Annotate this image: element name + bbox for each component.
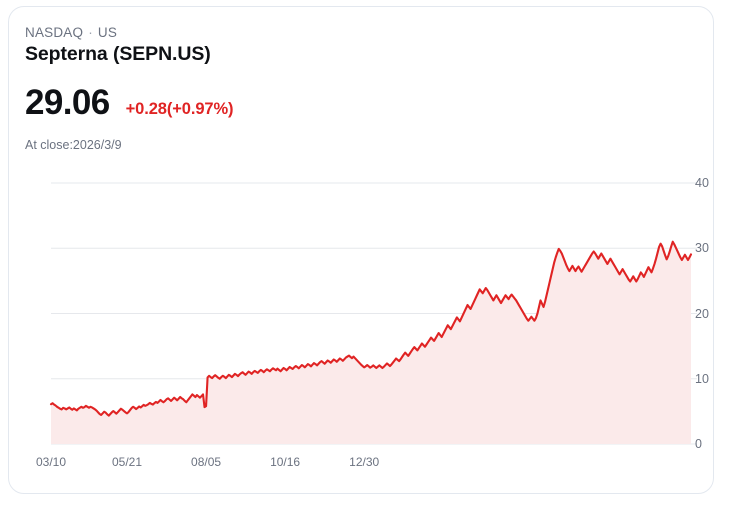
x-axis-tick-label: 03/10 [35, 455, 67, 469]
price-change: +0.28(+0.97%) [125, 100, 234, 118]
price-chart[interactable]: 0 10 20 30 40 03/10 05/21 08/05 10/16 12/30 [9, 165, 713, 475]
price-chart-svg [49, 182, 697, 445]
exchange-name: NASDAQ [25, 25, 84, 40]
x-axis-tick-label: 10/16 [270, 455, 301, 469]
exchange-region: US [97, 25, 118, 40]
market-status-note: At close:2026/3/9 [25, 138, 122, 152]
current-price: 29.06 [25, 83, 110, 122]
exchange-separator: · [88, 25, 93, 40]
y-axis-tick-label: 20 [695, 306, 709, 321]
price-line [49, 240, 693, 417]
y-axis-tick-label: 30 [695, 241, 709, 256]
exchange-line: NASDAQ · US [25, 25, 117, 40]
price-area-fill [51, 241, 691, 444]
x-axis-tick-label: 05/21 [111, 455, 143, 469]
y-axis-tick-label: 10 [695, 371, 709, 386]
y-axis-tick-label: 40 [695, 176, 709, 190]
stock-quote-card: NASDAQ · US Septerna (SEPN.US) 29.06 +0.28… [8, 6, 714, 494]
price-row: 29.06 +0.28(+0.97%) [25, 83, 234, 123]
x-axis-tick-label: 12/30 [349, 455, 380, 469]
y-axis-tick-label: 0 [695, 437, 702, 451]
x-axis-tick-label: 08/05 [191, 455, 222, 469]
page-title: Septerna (SEPN.US) [25, 43, 211, 65]
